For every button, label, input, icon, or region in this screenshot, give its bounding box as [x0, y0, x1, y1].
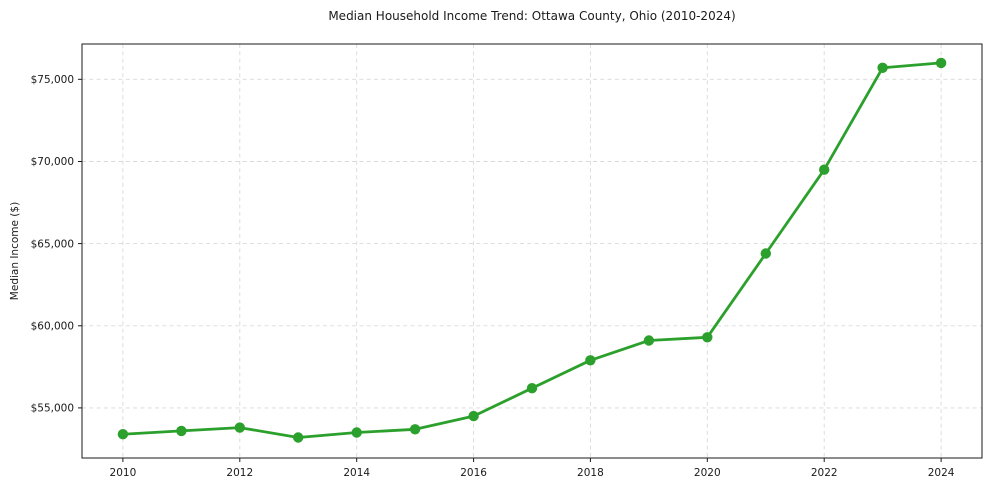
data-point	[702, 332, 713, 343]
x-tick-label: 2014	[343, 467, 370, 479]
x-tick-label: 2016	[460, 467, 487, 479]
data-point	[643, 335, 655, 346]
y-tick-label: $55,000	[31, 403, 74, 415]
y-tick-label: $60,000	[31, 321, 74, 333]
x-tick-label: 2012	[226, 467, 253, 479]
x-tick-label: 2018	[577, 467, 604, 479]
data-point	[819, 164, 830, 175]
x-tick-label: 2020	[694, 467, 721, 479]
data-point	[877, 62, 888, 73]
x-tick-label: 2024	[928, 467, 955, 479]
data-point	[117, 429, 129, 440]
x-tick-label: 2010	[110, 467, 137, 479]
data-point	[526, 383, 538, 394]
y-tick-label: $75,000	[31, 74, 74, 86]
y-tick-label: $65,000	[31, 238, 74, 250]
chart-title: Median Household Income Trend: Ottawa Co…	[328, 9, 736, 23]
data-point	[176, 425, 187, 437]
data-point	[760, 248, 771, 259]
data-point	[351, 427, 362, 438]
y-tick-label: $70,000	[31, 156, 74, 168]
data-point	[585, 355, 596, 366]
x-tick-label: 2022	[811, 467, 838, 479]
data-point	[935, 57, 947, 69]
data-point	[468, 410, 479, 422]
plot-border	[81, 43, 983, 459]
data-point	[293, 432, 304, 443]
income-trend-line	[121, 61, 943, 439]
data-point	[234, 422, 245, 433]
data-point	[409, 424, 421, 435]
